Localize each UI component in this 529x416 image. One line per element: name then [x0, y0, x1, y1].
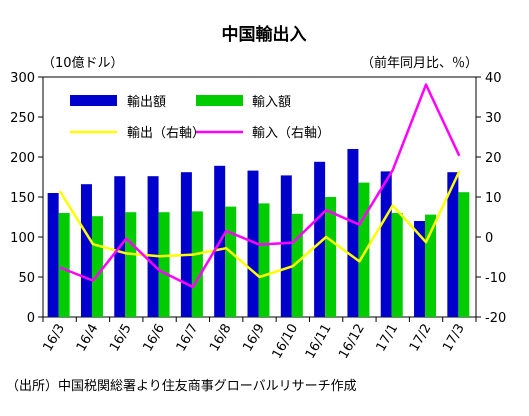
bar-imports	[191, 211, 203, 317]
legend-label-exports: 輸出額	[127, 95, 166, 110]
bar-exports	[414, 221, 426, 317]
right-tick-label: -10	[485, 271, 506, 286]
bar-exports	[380, 171, 392, 317]
left-tick-label: 0	[27, 311, 35, 326]
left-tick-label: 300	[10, 71, 35, 86]
bar-imports	[125, 212, 137, 317]
x-tick-label: 16/5	[107, 322, 135, 355]
right-tick-label: 0	[485, 231, 493, 246]
bar-exports	[447, 172, 459, 317]
bar-imports	[258, 203, 270, 317]
bar-imports	[358, 182, 370, 317]
x-tick-label: 16/8	[207, 322, 235, 355]
left-tick-label: 50	[18, 271, 35, 286]
right-tick-label: -20	[485, 311, 506, 326]
right-tick-label: 30	[485, 111, 502, 126]
lines	[58, 83, 461, 289]
bar-imports	[291, 213, 303, 317]
right-tick-label: 20	[485, 151, 502, 166]
x-tick-label: 17/1	[374, 322, 402, 355]
bar-exports	[314, 161, 326, 317]
bar-exports	[347, 149, 359, 317]
legend-swatch-imports	[196, 95, 243, 106]
line-exports-yoy	[58, 170, 461, 279]
right-tick-label: 40	[485, 71, 502, 86]
bar-exports	[80, 184, 92, 317]
legend-label-imports-yoy: 輸入（右軸）	[252, 126, 330, 141]
bar-imports	[58, 213, 70, 317]
legend: 輸出額 輸入額 輸出（右軸） 輸入（右軸）	[70, 95, 330, 141]
x-tick-label: 16/10	[270, 322, 302, 362]
legend-swatch-exports	[70, 95, 117, 106]
bar-imports	[225, 206, 237, 317]
x-tick-label: 16/6	[140, 322, 168, 355]
bar-exports	[280, 175, 292, 317]
legend-label-exports-yoy: 輸出（右軸）	[127, 126, 205, 141]
bar-imports	[458, 192, 470, 317]
bar-imports	[91, 216, 103, 317]
line-imports-yoy	[59, 83, 461, 289]
x-tick-label: 16/4	[74, 322, 102, 355]
bar-exports	[180, 172, 192, 317]
left-axis: 0 50 100 150 200 250 300	[10, 71, 43, 326]
x-tick-label: 16/9	[240, 322, 268, 355]
left-tick-label: 100	[10, 231, 35, 246]
x-tick-label: 16/12	[336, 322, 368, 362]
bars	[47, 149, 470, 317]
x-axis: 16/3 16/4 16/5 16/6 16/7 16/8 16/9 16/10 16/11 16…	[41, 317, 477, 362]
bar-imports	[158, 212, 170, 317]
left-tick-label: 150	[10, 191, 35, 206]
source-note: （出所）中国税関総署より住友商事グローバルリサーチ作成	[6, 378, 357, 394]
bar-imports	[325, 197, 337, 317]
bar-exports	[247, 170, 259, 317]
legend-label-imports: 輸入額	[252, 95, 291, 110]
x-tick-label: 16/11	[303, 322, 335, 362]
left-axis-unit: （10億ドル）	[42, 55, 124, 71]
x-tick-label: 16/7	[174, 322, 202, 355]
bar-exports	[47, 193, 59, 317]
x-tick-label: 16/3	[41, 322, 69, 355]
right-tick-label: 10	[485, 191, 502, 206]
left-tick-label: 200	[10, 151, 35, 166]
x-tick-label: 17/2	[407, 322, 435, 355]
right-axis: -20 -10 0 10 20 30 40	[476, 71, 506, 326]
bar-imports	[391, 213, 403, 317]
left-tick-label: 250	[10, 111, 35, 126]
x-tick-label: 17/3	[440, 322, 468, 355]
right-axis-unit: （前年同月比、％）	[361, 55, 478, 71]
chart-title: 中国輸出入	[222, 24, 307, 45]
bar-exports	[147, 176, 159, 317]
bar-imports	[425, 214, 437, 317]
